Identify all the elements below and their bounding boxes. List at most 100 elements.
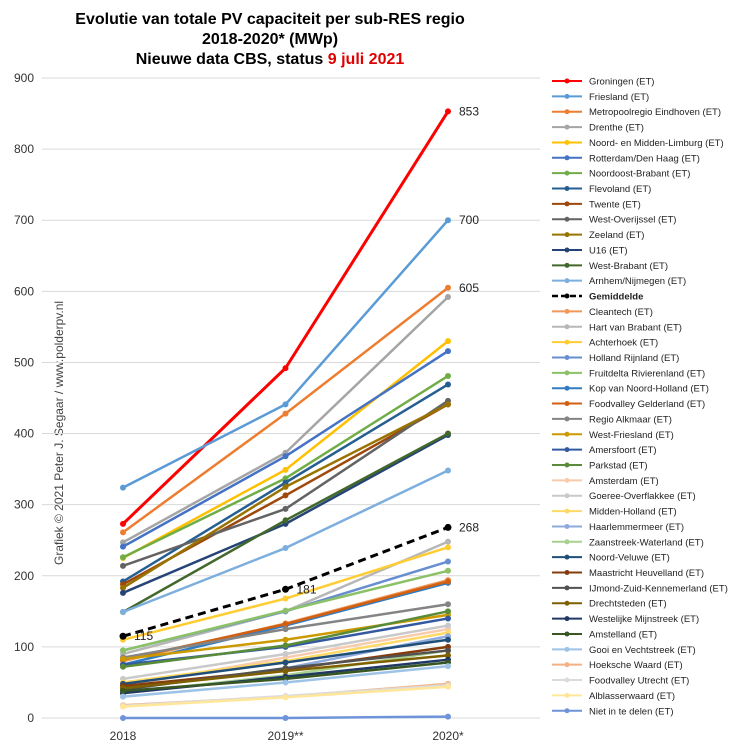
legend-label: Goeree-Overflakkee (ET) bbox=[589, 491, 696, 502]
legend-label: Kop van Noord-Holland (ET) bbox=[589, 384, 709, 395]
data-point bbox=[120, 655, 126, 662]
data-point bbox=[120, 609, 126, 616]
legend-label: IJmond-Zuid-Kennemerland (ET) bbox=[589, 583, 728, 594]
legend-swatch-marker bbox=[564, 616, 570, 622]
title-line-2: 2018-2020* (MWp) bbox=[202, 31, 338, 48]
data-point bbox=[120, 554, 126, 561]
y-tick-label: 0 bbox=[27, 711, 34, 725]
data-point bbox=[282, 621, 289, 628]
legend-label: Maastricht Heuvelland (ET) bbox=[589, 568, 704, 579]
legend-item: Amersfoort (ET) bbox=[552, 445, 657, 456]
legend-item: Drenthe (ET) bbox=[552, 123, 644, 134]
legend-item: Friesland (ET) bbox=[552, 92, 649, 103]
data-point bbox=[445, 567, 451, 574]
legend-swatch-marker bbox=[564, 339, 570, 345]
series-zeeland-et bbox=[120, 401, 451, 591]
legend-label: Metropoolregio Eindhoven (ET) bbox=[589, 107, 721, 118]
x-tick-label: 2020* bbox=[432, 729, 464, 743]
data-point bbox=[445, 578, 451, 585]
legend-label: Friesland (ET) bbox=[589, 92, 649, 103]
chart-title: Evolutie van totale PV capaciteit per su… bbox=[75, 11, 465, 68]
series-friesland-et bbox=[120, 217, 451, 491]
data-point bbox=[120, 703, 126, 710]
series-lines bbox=[119, 108, 452, 721]
data-point bbox=[120, 484, 126, 491]
legend-label: Twente (ET) bbox=[589, 199, 641, 210]
legend-swatch-marker bbox=[564, 124, 570, 130]
series-drechtsteden-et bbox=[120, 652, 451, 692]
legend-item: Twente (ET) bbox=[552, 199, 641, 210]
legend-label: Noord-Veluwe (ET) bbox=[589, 553, 670, 564]
title-line-3-date: 9 juli 2021 bbox=[328, 51, 405, 68]
legend-item: Maastricht Heuvelland (ET) bbox=[552, 568, 704, 579]
legend-item: Groningen (ET) bbox=[552, 77, 654, 88]
data-label: 181 bbox=[297, 582, 317, 596]
data-point bbox=[445, 544, 451, 551]
x-axis: 2018 2019** 2020* bbox=[110, 729, 464, 743]
legend-label: Parkstad (ET) bbox=[589, 461, 648, 472]
legend-item: IJmond-Zuid-Kennemerland (ET) bbox=[552, 583, 728, 594]
credit-text: Grafiek © 2021 Peter J. Segaar / www.pol… bbox=[52, 301, 66, 565]
data-point bbox=[282, 466, 289, 473]
legend-label: Amstelland (ET) bbox=[589, 629, 657, 640]
data-point bbox=[120, 539, 126, 546]
legend-label: Regio Alkmaar (ET) bbox=[589, 414, 672, 425]
data-point bbox=[120, 543, 126, 550]
series-noord-en-midden-limburg-et bbox=[120, 338, 451, 561]
data-point bbox=[444, 523, 452, 531]
legend-swatch-marker bbox=[564, 708, 570, 714]
legend-swatch-marker bbox=[564, 139, 570, 145]
x-tick-label: 2018 bbox=[110, 729, 137, 743]
data-point bbox=[445, 713, 451, 720]
legend-item: Arnhem/Nijmegen (ET) bbox=[552, 276, 686, 287]
data-point bbox=[282, 483, 289, 490]
legend-label: Arnhem/Nijmegen (ET) bbox=[589, 276, 686, 287]
y-tick-label: 400 bbox=[14, 427, 34, 441]
legend-item: Foodvalley Utrecht (ET) bbox=[552, 676, 689, 687]
data-point bbox=[282, 642, 289, 649]
legend-item: Metropoolregio Eindhoven (ET) bbox=[552, 107, 721, 118]
legend-swatch-marker bbox=[564, 431, 570, 437]
legend-label: Amersfoort (ET) bbox=[589, 445, 657, 456]
y-tick-label: 200 bbox=[14, 569, 34, 583]
legend-item: Amsterdam (ET) bbox=[552, 476, 659, 487]
data-point bbox=[282, 401, 289, 408]
legend-swatch-marker bbox=[564, 324, 570, 330]
legend-label: Holland Rijnland (ET) bbox=[589, 353, 679, 364]
legend-label: Foodvalley Gelderland (ET) bbox=[589, 399, 705, 410]
legend-label: Achterhoek (ET) bbox=[589, 338, 658, 349]
legend-item: Noord-Veluwe (ET) bbox=[552, 553, 670, 564]
data-point bbox=[282, 365, 289, 372]
data-labels: 853 700 605 115 181 268 bbox=[134, 104, 479, 643]
data-point bbox=[120, 647, 126, 654]
data-point bbox=[445, 558, 451, 565]
legend-item: Noordoost-Brabant (ET) bbox=[552, 169, 690, 180]
legend-label: Noord- en Midden-Limburg (ET) bbox=[589, 138, 724, 149]
data-point bbox=[445, 683, 451, 690]
data-point bbox=[282, 492, 289, 499]
legend-swatch-marker bbox=[564, 570, 570, 576]
data-point bbox=[120, 693, 126, 700]
legend-item: Foodvalley Gelderland (ET) bbox=[552, 399, 705, 410]
series-line bbox=[122, 296, 449, 544]
legend-label: Westelijke Mijnstreek (ET) bbox=[589, 614, 699, 625]
legend-swatch-marker bbox=[564, 631, 570, 637]
legend-swatch-marker bbox=[564, 216, 570, 222]
legend-item: Kop van Noord-Holland (ET) bbox=[552, 384, 709, 395]
legend-swatch-marker bbox=[564, 201, 570, 207]
legend-item: West-Overijssel (ET) bbox=[552, 215, 676, 226]
legend-swatch-marker bbox=[564, 523, 570, 529]
data-point bbox=[120, 529, 126, 536]
data-point bbox=[282, 410, 289, 417]
data-point bbox=[282, 694, 289, 701]
legend-label: West-Overijssel (ET) bbox=[589, 215, 676, 226]
y-tick-label: 800 bbox=[14, 142, 34, 156]
series-noordoost-brabant-et bbox=[120, 372, 451, 561]
data-point bbox=[445, 348, 451, 355]
legend-label: Noordoost-Brabant (ET) bbox=[589, 169, 690, 180]
data-point bbox=[445, 294, 451, 301]
data-point bbox=[282, 715, 289, 721]
legend-item: Parkstad (ET) bbox=[552, 461, 648, 472]
legend-label: Gooi en Vechtstreek (ET) bbox=[589, 645, 696, 656]
data-point bbox=[282, 545, 289, 552]
